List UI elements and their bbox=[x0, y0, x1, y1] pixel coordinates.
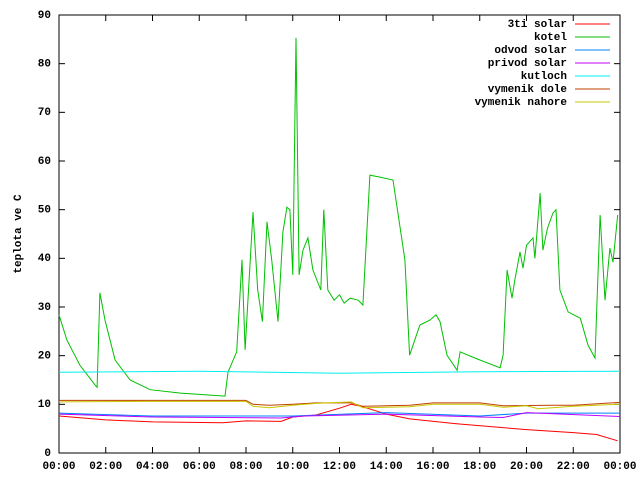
x-tick-label: 20:00 bbox=[510, 461, 543, 473]
y-tick-label: 50 bbox=[38, 205, 51, 217]
y-tick-label: 0 bbox=[44, 448, 51, 460]
x-tick-label: 10:00 bbox=[276, 461, 309, 473]
x-tick-label: 14:00 bbox=[370, 461, 403, 473]
y-tick-label: 90 bbox=[38, 10, 51, 22]
x-tick-label: 00:00 bbox=[603, 461, 636, 473]
y-tick-label: 40 bbox=[38, 253, 51, 265]
x-tick-label: 02:00 bbox=[89, 461, 122, 473]
y-tick-label: 30 bbox=[38, 302, 51, 314]
x-tick-label: 04:00 bbox=[136, 461, 169, 473]
x-tick-label: 18:00 bbox=[463, 461, 496, 473]
series-line bbox=[58, 412, 621, 419]
series-line bbox=[58, 370, 621, 374]
x-tick-label: 06:00 bbox=[183, 461, 216, 473]
legend-label: privod solar bbox=[488, 58, 567, 70]
x-tick-label: 12:00 bbox=[323, 461, 356, 473]
y-tick-label: 80 bbox=[38, 59, 51, 71]
legend-label: vymenik dole bbox=[488, 84, 568, 96]
x-tick-label: 16:00 bbox=[416, 461, 449, 473]
x-tick-label: 22:00 bbox=[557, 461, 590, 473]
legend-label: vymenik nahore bbox=[475, 97, 568, 109]
y-tick-label: 60 bbox=[38, 156, 51, 168]
plot-border bbox=[58, 14, 621, 454]
legend-label: kutloch bbox=[521, 71, 567, 83]
series-line bbox=[58, 37, 619, 397]
y-tick-label: 70 bbox=[38, 107, 51, 119]
series-line bbox=[58, 403, 618, 442]
x-tick-label: 00:00 bbox=[42, 461, 75, 473]
y-tick-label: 10 bbox=[38, 399, 51, 411]
legend-label: 3ti solar bbox=[508, 19, 567, 31]
y-tick-label: 20 bbox=[38, 351, 51, 363]
y-axis-label: teplota ve C bbox=[13, 194, 25, 274]
legend-label: kotel bbox=[534, 32, 567, 44]
series-line bbox=[58, 400, 621, 410]
x-tick-label: 08:00 bbox=[229, 461, 262, 473]
legend-label: odvod solar bbox=[494, 45, 567, 57]
